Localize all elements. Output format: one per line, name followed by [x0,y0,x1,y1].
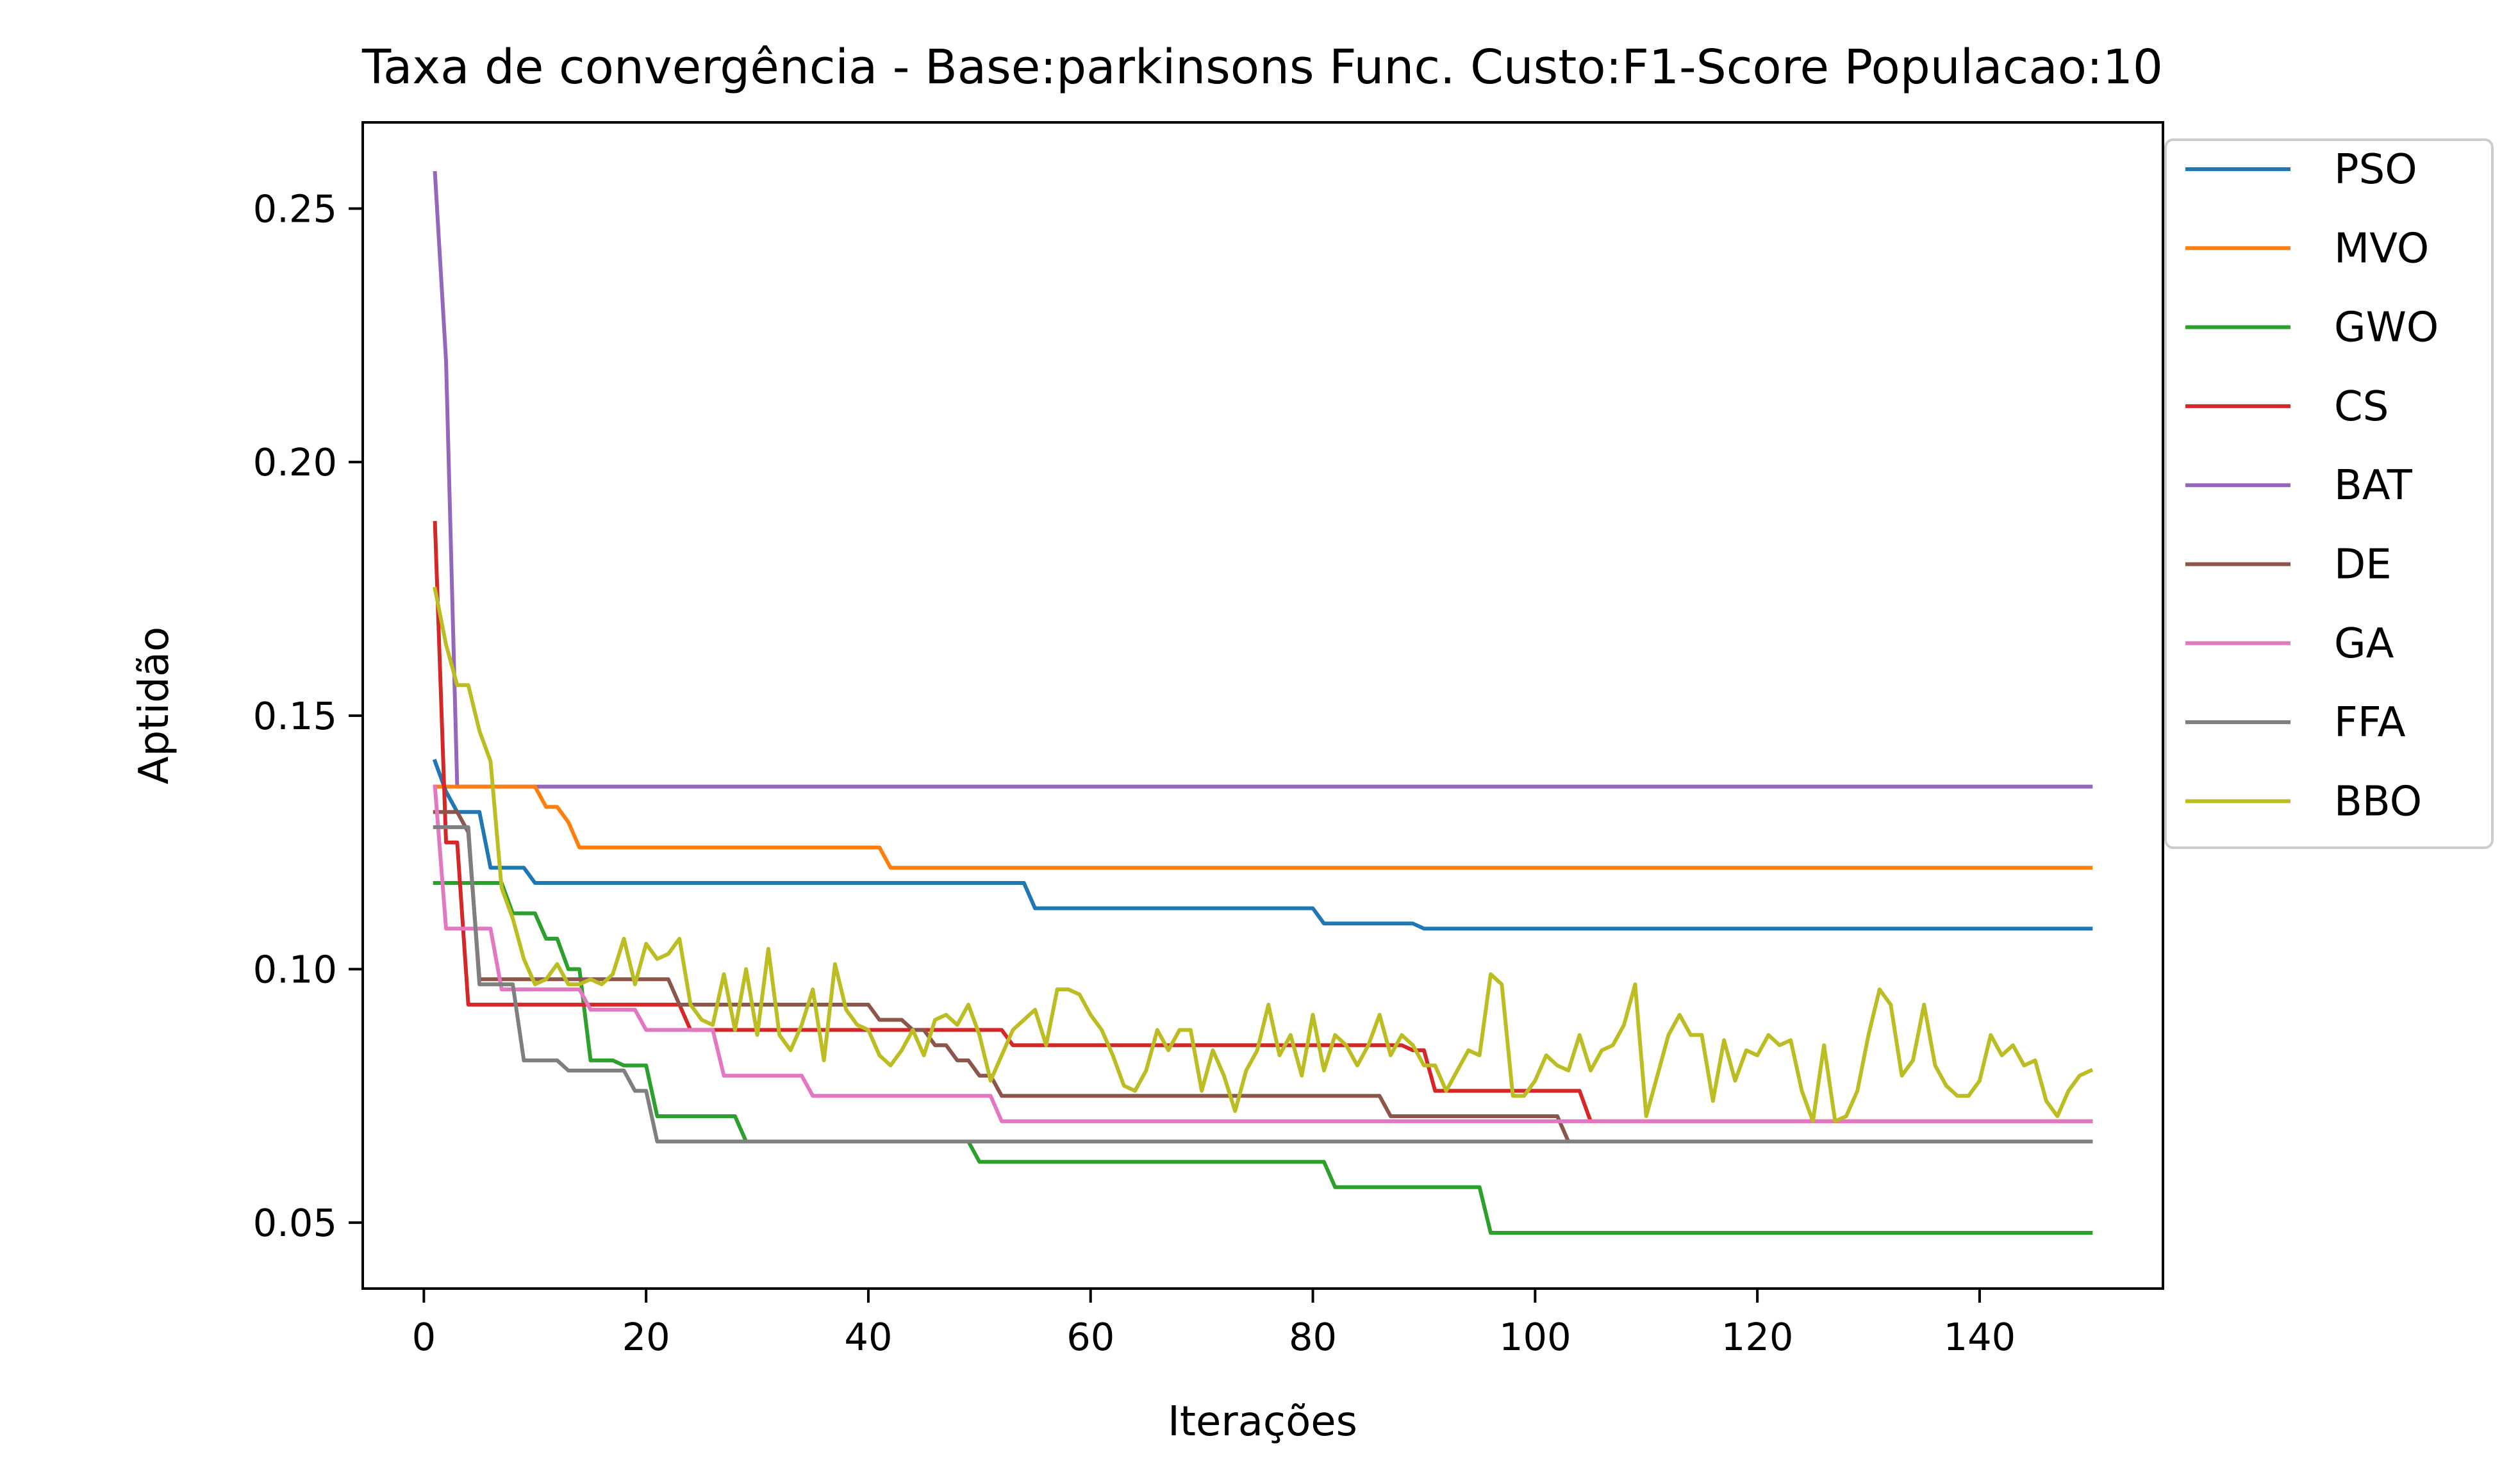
x-tick-label: 20 [622,1315,670,1359]
legend-label-de: DE [2334,541,2392,589]
y-axis-label: Aptidão [131,627,178,784]
y-tick-label: 0.25 [253,187,337,231]
x-tick-label: 0 [412,1315,436,1359]
legend-label-pso: PSO [2334,146,2417,194]
legend-label-cs: CS [2334,383,2389,431]
x-tick-label: 80 [1289,1315,1337,1359]
legend-frame [2164,138,2494,849]
y-tick-label: 0.20 [253,440,337,484]
chart-title: Taxa de convergência - Base:parkinsons F… [361,40,2163,95]
series-line-bbo [433,586,2094,1123]
plot-frame [361,121,2164,1290]
x-tick-label: 100 [1499,1315,1571,1359]
series-line-ffa [433,825,2093,1144]
legend-label-ga: GA [2334,620,2394,668]
legend: PSO MVO GWO CS BAT DE GA FFA BBO [2164,138,2494,849]
legend-label-bat: BAT [2334,462,2413,509]
x-tick-label: 140 [1944,1315,2016,1359]
legend-label-ffa: FFA [2334,699,2406,746]
y-tick-label: 0.15 [253,694,337,738]
series-line-bat [433,170,2093,789]
legend-label-mvo: MVO [2334,225,2429,272]
y-tick-label: 0.05 [253,1201,337,1245]
y-tick-label: 0.10 [253,947,337,991]
x-tick-label: 60 [1066,1315,1114,1359]
x-tick-label: 120 [1721,1315,1794,1359]
x-tick-label: 40 [844,1315,892,1359]
legend-label-gwo: GWO [2334,304,2439,352]
series-line-pso [432,759,2093,931]
x-axis-label: Iterações [1168,1398,1357,1446]
series-line-mvo [433,784,2093,870]
legend-label-bbo: BBO [2334,778,2422,825]
series-line-gwo [433,881,2093,1235]
